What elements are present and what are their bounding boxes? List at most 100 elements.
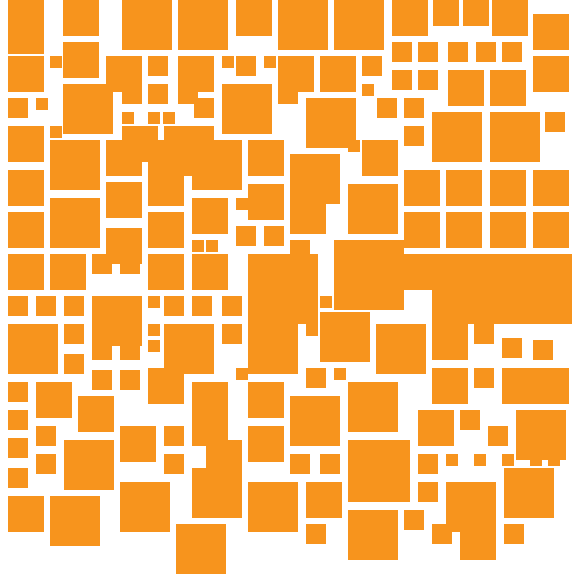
orange-square-tile [92,296,142,346]
orange-square-tile [432,254,502,324]
orange-square-tile [92,370,112,390]
orange-square-tile [178,84,198,104]
orange-square-tile [492,0,528,36]
orange-square-tile [545,112,565,132]
orange-square-tile [533,340,553,360]
orange-square-tile [433,0,459,26]
orange-square-tile [148,170,184,206]
orange-square-tile [334,0,384,50]
orange-square-tile [248,482,298,532]
orange-square-tile [194,98,214,118]
orange-square-tile [418,410,454,446]
orange-square-tile [248,140,284,176]
orange-square-tile [348,510,398,560]
orange-square-tile [192,468,242,518]
orange-square-tile [392,0,428,36]
orange-square-tile [290,198,326,234]
orange-square-tile [432,112,482,162]
orange-square-tile [50,126,62,138]
orange-square-tile [8,496,44,532]
orange-square-tile [418,454,438,474]
orange-square-tile [348,382,398,432]
orange-square-tile [306,324,318,336]
orange-square-tile [504,524,524,544]
orange-square-tile [192,296,212,316]
orange-square-tile [192,198,228,234]
orange-square-tile [530,454,542,466]
orange-square-tile [8,254,44,290]
orange-square-tile [306,270,318,282]
orange-square-tile [8,296,28,316]
orange-square-tile [50,496,100,546]
orange-square-tile [362,140,398,176]
orange-square-tile [50,56,62,68]
orange-square-tile [404,510,424,530]
orange-square-tile [50,198,100,248]
orange-square-tile [248,382,284,418]
orange-square-tile [64,354,84,374]
orange-square-tile [278,0,328,50]
orange-square-tile [248,426,284,462]
orange-square-tile [148,84,168,104]
orange-square-tile [192,140,242,190]
orange-square-tile [148,212,184,248]
orange-square-tile [320,296,332,308]
orange-square-tile [334,368,346,380]
orange-square-tile [392,70,412,90]
orange-square-tile [63,84,113,134]
orange-square-tile [8,212,44,248]
orange-square-tile [148,368,184,404]
orange-square-tile [148,296,160,308]
orange-square-tile [236,56,256,76]
orange-square-tile [502,368,538,404]
orange-square-tile [502,454,514,466]
orange-square-tile [404,354,424,374]
orange-square-tile [92,340,112,360]
orange-square-tile [122,0,172,50]
orange-square-tile [432,368,468,404]
orange-square-tile [192,240,204,252]
orange-square-tile [474,454,486,466]
orange-square-tile [8,468,28,488]
orange-square-tile [148,112,160,124]
orange-square-tile [476,42,496,62]
orange-square-tile [36,98,48,110]
orange-square-tile [306,98,356,148]
orange-square-tile [418,42,438,62]
orange-square-tile [8,324,58,374]
orange-square-tile [64,440,114,490]
orange-square-tile [432,324,468,360]
orange-square-tile [192,254,228,290]
orange-square-tile [206,240,218,252]
orange-square-tile [320,454,340,474]
orange-square-tile [148,324,160,336]
orange-square-tile [290,454,310,474]
orange-square-tile [176,524,226,574]
orange-square-tile [548,454,560,466]
orange-square-tile [404,170,440,206]
orange-square-tile [348,140,360,152]
orange-square-tile [8,126,44,162]
orange-square-tile [460,410,480,430]
orange-square-tile [404,126,424,146]
orange-square-tile [404,98,424,118]
orange-square-tile [446,212,482,248]
orange-square-tile [348,184,398,234]
orange-square-tile [320,312,370,362]
orange-square-tile [36,454,56,474]
orange-square-tile [163,112,175,124]
orange-square-tile [64,296,84,316]
orange-square-tile [236,226,256,246]
orange-square-tile [120,340,140,360]
orange-square-tile [120,426,156,462]
orange-square-tile [306,482,342,518]
orange-square-tile [533,170,569,206]
orange-square-tile [248,324,298,374]
orange-square-tile [8,382,28,402]
orange-square-tile [320,56,356,92]
orange-square-tile [148,254,184,290]
orange-square-tile [222,296,242,316]
orange-square-tile [63,42,99,78]
orange-square-tile [92,254,112,274]
